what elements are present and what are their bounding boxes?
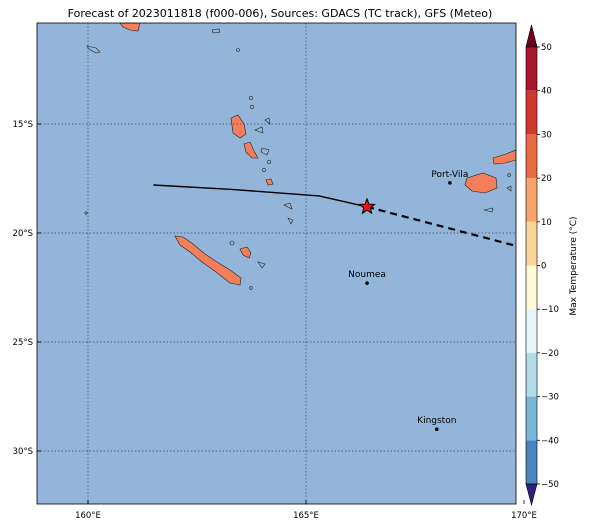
colorbar-segment: [526, 396, 537, 441]
colorbar-tick-label: −30: [541, 393, 559, 403]
lon-tick-label: 160°E: [75, 511, 101, 521]
land-espiritu-santo: [230, 114, 247, 139]
place-labels: Port-VilaSuvaNoumeaKingston: [348, 170, 468, 432]
colorbar-tick-label: 40: [541, 87, 552, 97]
lat-tick-label: 25°S: [13, 338, 33, 348]
land-top-island: [119, 23, 141, 32]
lon-tick-label: 170°E: [511, 511, 537, 521]
map-title: Forecast of 2023011818 (f000-006), Sourc…: [67, 7, 493, 20]
colorbar-tick-label: 50: [541, 43, 552, 53]
ocean-area: [37, 23, 516, 504]
land-vanua-levu: [492, 149, 516, 165]
place-marker: [448, 181, 452, 185]
colorbar-tick-label: 20: [541, 174, 552, 184]
place-label: Kingston: [417, 416, 456, 426]
lat-tick-label: 20°S: [13, 229, 33, 239]
colorbar-tick-label: −50: [541, 480, 559, 490]
colorbar-segment: [526, 265, 537, 310]
colorbar-tick-label: −10: [541, 305, 559, 315]
lat-tick-label: 15°S: [13, 120, 33, 130]
colorbar-segment: [526, 134, 537, 179]
colorbar-segment: [526, 440, 537, 484]
colorbar-tick-label: −40: [541, 436, 559, 446]
colorbar-bottom-arrow: [525, 483, 538, 507]
land-new-caledonia: [174, 235, 242, 286]
land-malekula: [243, 141, 259, 159]
small-islands: [84, 28, 512, 290]
cyclone-icon: [545, 244, 555, 266]
land-efate: [265, 178, 274, 186]
colorbar-segment: [526, 309, 537, 353]
colorbar-tick-label: 10: [541, 218, 552, 228]
colorbar-segment: [526, 221, 537, 266]
map-frame: [36, 22, 517, 505]
place-marker: [435, 427, 439, 432]
colorbar-segment: [526, 90, 537, 135]
place-label: Port-Vila: [431, 170, 468, 180]
land-masses: [84, 23, 516, 290]
colorbar-segment: [526, 352, 537, 397]
graticule: [37, 23, 516, 504]
colorbar: 50 40 30 20 10 0 −10 −20 −30 −40 −50 Max Temperatur…: [525, 24, 579, 507]
lat-tick-label: 30°S: [13, 447, 33, 457]
place-marker: [365, 281, 369, 285]
land-viti-levu: [464, 172, 498, 194]
colorbar-tick-label: 30: [541, 130, 552, 140]
place-label: Noumea: [348, 270, 386, 280]
colorbar-label: Max Temperature (°C): [569, 216, 579, 315]
colorbar-tick-label: −20: [541, 349, 559, 359]
land-loyalty-island: [239, 246, 252, 259]
current-position-star-icon: [358, 197, 376, 215]
lon-tick-label: 165°E: [293, 511, 319, 521]
colorbar-segment: [526, 178, 537, 222]
colorbar-segment: [526, 47, 537, 91]
cyclone-track: [153, 184, 555, 266]
past-track-line: [153, 184, 368, 208]
colorbar-top-arrow: [525, 24, 538, 48]
colorbar-tick-label: 0: [541, 262, 546, 272]
